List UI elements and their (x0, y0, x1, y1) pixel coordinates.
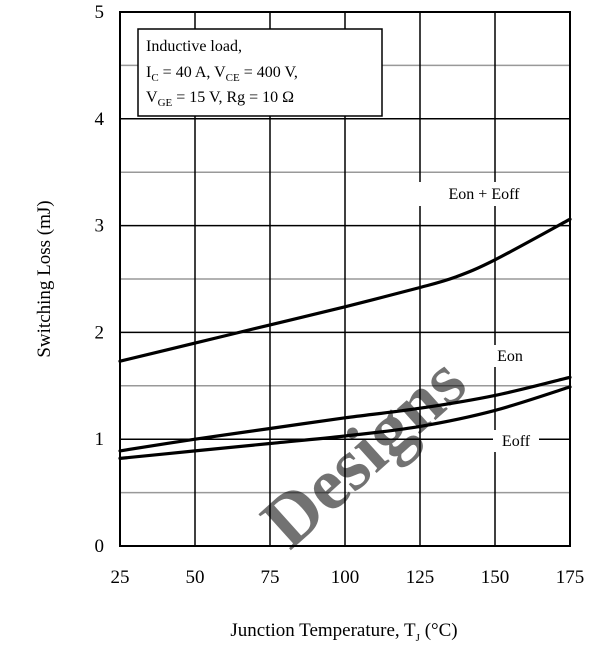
series-label-bg (418, 182, 550, 206)
x-tick-labels: 25 50 75 100 125 150 175 (111, 567, 585, 588)
x-tick-label: 75 (261, 567, 280, 588)
x-axis-label-sub: J (416, 632, 421, 644)
conditions-text-part: = 15 V, Rg = 10 Ω (172, 89, 294, 106)
x-axis-label-unit: (°C) (420, 620, 458, 641)
conditions-text-part: C (151, 72, 158, 84)
conditions-box: Inductive load, IC = 40 A, VCE = 400 V, … (137, 28, 383, 117)
y-tick-label: 3 (95, 216, 105, 237)
conditions-text-part: CE (226, 72, 240, 84)
y-axis-label: Switching Loss (mJ) (34, 200, 55, 357)
y-tick-label: 5 (95, 2, 105, 23)
series-labels: Eon + Eoff Eon Eoff (418, 182, 550, 452)
conditions-text-part: V (146, 89, 158, 106)
series-line-eoff (118, 385, 572, 460)
x-tick-label: 25 (111, 567, 130, 588)
x-tick-label: 125 (406, 567, 435, 588)
series-label-bg (493, 430, 539, 452)
x-tick-label: 150 (481, 567, 510, 588)
curves (118, 217, 572, 460)
y-tick-labels: 0 1 2 3 4 5 (95, 2, 105, 557)
conditions-line-2: IC = 40 A, VCE = 400 V, (146, 64, 298, 84)
plot-frame (119, 11, 571, 547)
y-tick-label: 2 (95, 322, 105, 343)
conditions-text-part: I (146, 64, 151, 81)
conditions-line-1: Inductive load, (146, 38, 242, 55)
series-label-eon-eoff: Eon + Eoff (449, 186, 521, 203)
conditions-text-part: GE (158, 97, 173, 109)
conditions-text-part: = 400 V, (240, 64, 298, 81)
series-label-bg (487, 345, 533, 367)
conditions-line-3: VGE = 15 V, Rg = 10 Ω (146, 89, 294, 109)
y-tick-label: 4 (95, 109, 105, 130)
y-tick-label: 0 (95, 536, 105, 557)
series-label-eoff: Eoff (502, 433, 531, 450)
series-line-eon-eoff (118, 217, 572, 363)
x-tick-label: 175 (556, 567, 585, 588)
series-line-eon (118, 375, 572, 453)
y-tick-label: 1 (95, 429, 105, 450)
watermark-text: Designs (246, 341, 481, 564)
conditions-box-frame (137, 28, 383, 117)
conditions-text-part: = 40 A, V (159, 64, 226, 81)
x-tick-label: 50 (186, 567, 205, 588)
series-label-eon: Eon (497, 348, 523, 365)
x-axis-label: Junction Temperature, TJ (°C) (230, 620, 457, 644)
x-tick-label: 100 (331, 567, 360, 588)
x-axis-label-main: Junction Temperature, T (230, 620, 416, 641)
